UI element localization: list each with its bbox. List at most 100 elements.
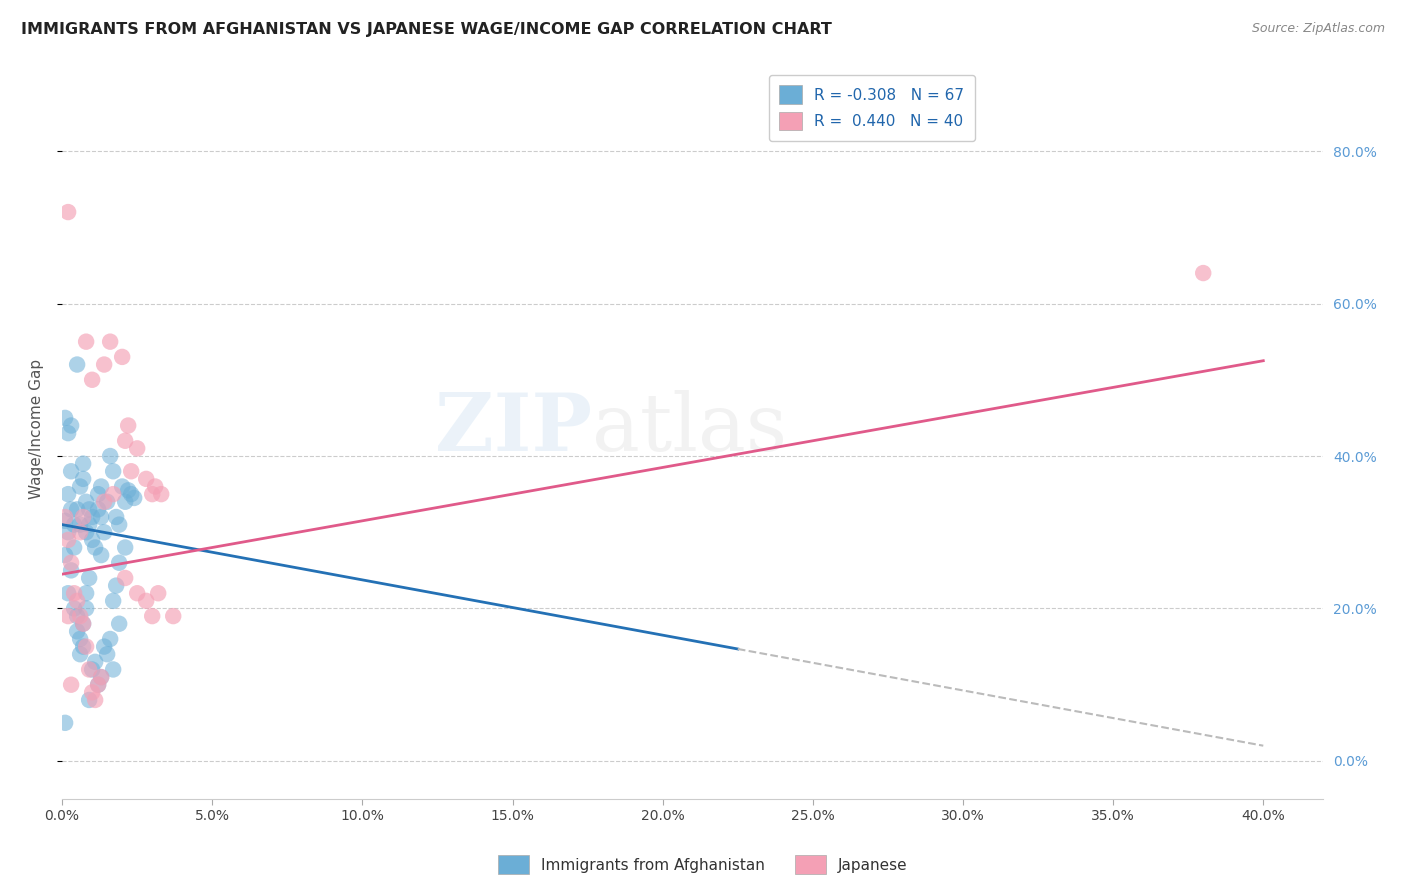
Point [60, 464, 83, 478]
Point [82, 663, 104, 677]
Point [93, 495, 115, 509]
Point [60, 418, 83, 433]
Point [98, 632, 121, 646]
Point [117, 483, 139, 498]
Point [82, 510, 104, 524]
Point [53, 548, 76, 562]
Point [98, 449, 121, 463]
Point [120, 487, 142, 501]
Point [77, 502, 100, 516]
Legend: R = -0.308   N = 67, R =  0.440   N = 40: R = -0.308 N = 67, R = 0.440 N = 40 [769, 75, 976, 141]
Point [101, 594, 124, 608]
Point [141, 487, 163, 501]
Point [60, 502, 83, 516]
Legend: Immigrants from Afghanistan, Japanese: Immigrants from Afghanistan, Japanese [492, 849, 914, 880]
Point [143, 479, 166, 493]
Point [135, 594, 157, 608]
Point [66, 502, 89, 516]
Point [66, 609, 89, 624]
Point [84, 541, 107, 555]
Point [56, 525, 79, 540]
Point [66, 624, 89, 639]
Point [69, 609, 91, 624]
Point [82, 373, 104, 387]
Point [90, 510, 112, 524]
Point [66, 594, 89, 608]
Point [63, 517, 86, 532]
Point [72, 640, 94, 654]
Point [72, 510, 94, 524]
Point [108, 616, 131, 631]
Point [53, 410, 76, 425]
Point [114, 495, 136, 509]
Point [105, 579, 128, 593]
Point [77, 517, 100, 532]
Point [63, 541, 86, 555]
Point [101, 487, 124, 501]
Point [87, 487, 110, 501]
Point [141, 609, 163, 624]
Point [69, 479, 91, 493]
Point [53, 715, 76, 730]
Point [56, 609, 79, 624]
Point [105, 510, 128, 524]
Point [117, 418, 139, 433]
Point [111, 350, 134, 364]
Point [75, 640, 97, 654]
Point [148, 586, 170, 600]
Point [69, 647, 91, 661]
Text: IMMIGRANTS FROM AFGHANISTAN VS JAPANESE WAGE/INCOME GAP CORRELATION CHART: IMMIGRANTS FROM AFGHANISTAN VS JAPANESE … [21, 22, 832, 37]
Point [90, 670, 112, 684]
Point [53, 514, 76, 528]
Point [72, 472, 94, 486]
Point [96, 647, 118, 661]
Point [127, 586, 149, 600]
Point [122, 491, 145, 505]
Point [96, 495, 118, 509]
Point [72, 457, 94, 471]
Y-axis label: Wage/Income Gap: Wage/Income Gap [30, 359, 44, 500]
Point [60, 556, 83, 570]
Text: ZIP: ZIP [434, 391, 592, 468]
Point [87, 502, 110, 516]
Point [162, 609, 184, 624]
Point [66, 358, 89, 372]
Point [60, 563, 83, 577]
Point [93, 525, 115, 540]
Point [75, 525, 97, 540]
Point [101, 464, 124, 478]
Point [82, 685, 104, 699]
Point [56, 205, 79, 219]
Point [108, 517, 131, 532]
Point [114, 434, 136, 448]
Point [53, 510, 76, 524]
Point [77, 571, 100, 585]
Point [108, 556, 131, 570]
Point [77, 693, 100, 707]
Point [72, 616, 94, 631]
Point [63, 601, 86, 615]
Point [69, 525, 91, 540]
Point [114, 541, 136, 555]
Point [56, 487, 79, 501]
Point [69, 632, 91, 646]
Text: Source: ZipAtlas.com: Source: ZipAtlas.com [1251, 22, 1385, 36]
Point [1192, 266, 1215, 280]
Point [150, 487, 173, 501]
Point [120, 464, 142, 478]
Point [82, 533, 104, 547]
Point [75, 586, 97, 600]
Point [75, 601, 97, 615]
Point [135, 472, 157, 486]
Point [75, 495, 97, 509]
Point [114, 571, 136, 585]
Point [93, 640, 115, 654]
Point [56, 426, 79, 441]
Point [87, 678, 110, 692]
Point [98, 334, 121, 349]
Point [72, 616, 94, 631]
Point [84, 655, 107, 669]
Point [56, 586, 79, 600]
Point [60, 678, 83, 692]
Point [90, 670, 112, 684]
